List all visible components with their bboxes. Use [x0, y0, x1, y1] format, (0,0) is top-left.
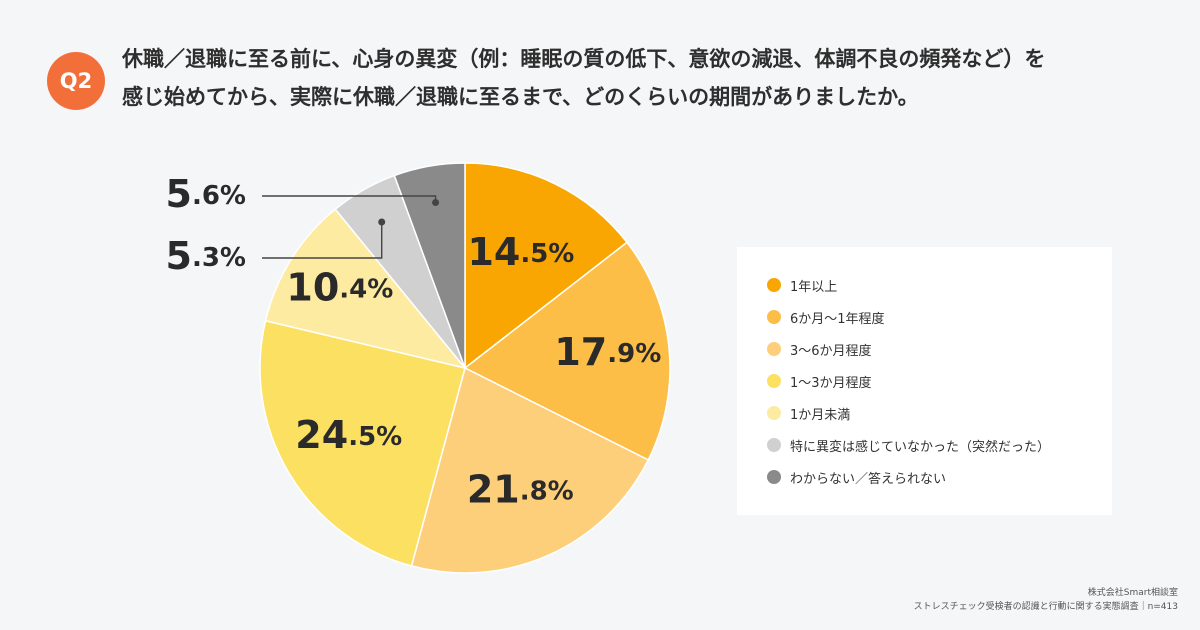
data-label: 14.5%: [467, 229, 574, 273]
legend-item: わからない／答えられない: [767, 461, 1112, 493]
question-title: 休職／退職に至る前に、心身の異変（例：睡眠の質の低下、意欲の減退、体調不良の頻発…: [122, 40, 1162, 116]
legend-swatch: [767, 310, 781, 324]
legend-item: 6か月〜1年程度: [767, 301, 1112, 333]
callout-dot: [378, 218, 386, 226]
pie-slice: [259, 319, 466, 567]
legend-item: 1年以上: [767, 269, 1112, 301]
legend-item: 特に異変は感じていなかった（突然だった）: [767, 429, 1112, 461]
question-badge: Q2: [47, 52, 105, 110]
data-label: 10.4%: [286, 265, 393, 309]
data-label: 5.3%: [166, 234, 246, 278]
legend-swatch: [767, 406, 781, 420]
pie-slice: [464, 162, 629, 370]
pie-slice: [393, 162, 466, 369]
legend-label: 特に異変は感じていなかった（突然だった）: [790, 439, 1051, 455]
legend-label: 1〜3か月程度: [790, 375, 872, 391]
legend-label: わからない／答えられない: [790, 471, 947, 487]
legend-swatch: [767, 470, 781, 484]
legend-label: 3〜6か月程度: [790, 343, 872, 359]
question-line-1: 休職／退職に至る前に、心身の異変（例：睡眠の質の低下、意欲の減退、体調不良の頻発…: [122, 47, 1046, 71]
callout-line: [262, 221, 383, 259]
legend-item: 3〜6か月程度: [767, 333, 1112, 365]
source-survey: ストレスチェック受検者の認識と行動に関する実態調査｜n=413: [913, 602, 1178, 612]
source-credit: 株式会社Smart相談室 ストレスチェック受検者の認識と行動に関する実態調査｜n…: [914, 586, 1178, 614]
legend-label: 6か月〜1年程度: [790, 311, 885, 327]
legend-item: 1〜3か月程度: [767, 365, 1112, 397]
legend-swatch: [767, 342, 781, 356]
data-label: 17.9%: [554, 330, 661, 374]
legend-swatch: [767, 374, 781, 388]
legend-swatch: [767, 278, 781, 292]
data-label: 21.8%: [467, 467, 574, 511]
legend-item: 1か月未満: [767, 397, 1112, 429]
callout-dot: [432, 198, 440, 206]
legend-label: 1か月未満: [790, 407, 851, 423]
source-company: 株式会社Smart相談室: [1087, 588, 1178, 598]
data-label: 5.6%: [166, 172, 246, 216]
data-label: 24.5%: [295, 413, 402, 457]
question-line-2: 感じ始めてから、実際に休職／退職に至るまで、どのくらいの期間がありましたか。: [122, 85, 919, 109]
chart-legend: 1年以上 6か月〜1年程度 3〜6か月程度 1〜3か月程度 1か月未満 特に異変…: [737, 247, 1112, 515]
pie-slice: [463, 241, 671, 461]
legend-swatch: [767, 438, 781, 452]
pie-slice: [264, 208, 467, 370]
pie-slice: [410, 366, 650, 574]
legend-label: 1年以上: [790, 279, 838, 295]
